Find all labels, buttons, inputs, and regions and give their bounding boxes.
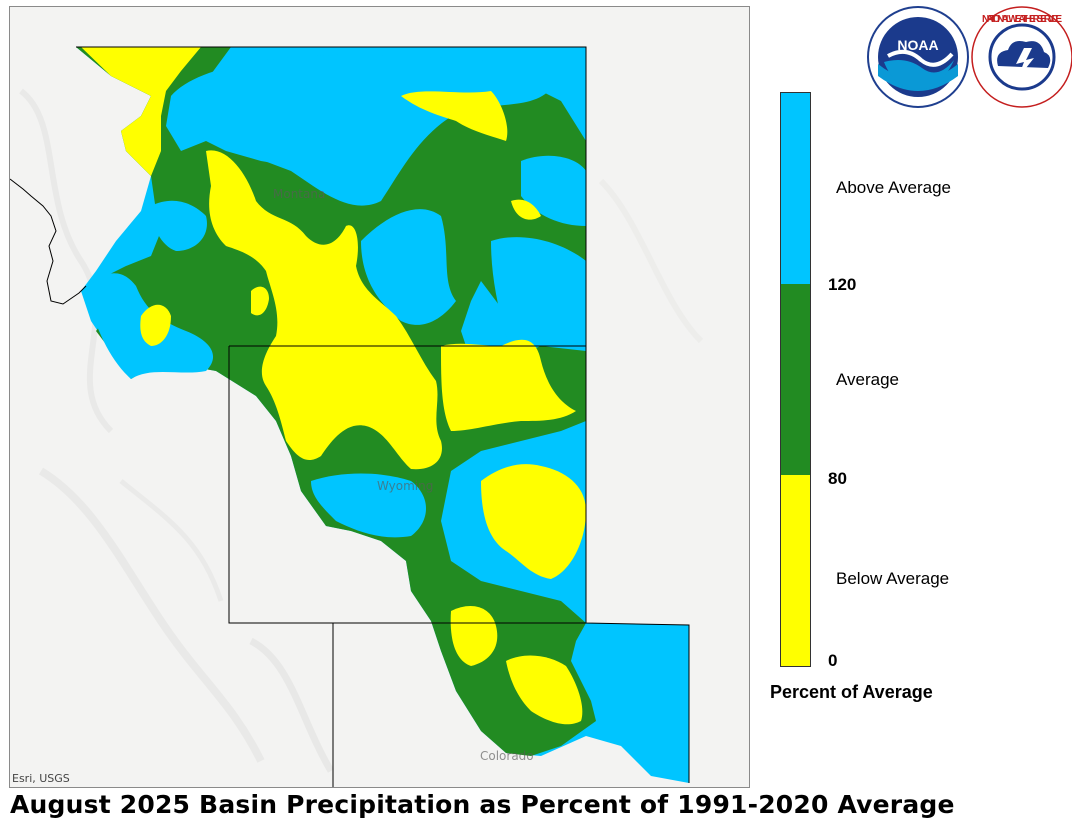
legend-tick-80: 80: [828, 469, 847, 488]
hillshade-texture: [19, 88, 704, 773]
above-average-patch: [361, 209, 456, 325]
state-label-montana: Montana: [273, 187, 326, 201]
nws-logo-text: NATIONAL WEATHER SERVICE: [982, 14, 1062, 25]
above-average-patch: [491, 237, 586, 341]
map-attribution: Esri, USGS: [12, 772, 70, 785]
below-average-region: [81, 47, 201, 176]
map-title: August 2025 Basin Precipitation as Perce…: [10, 790, 955, 819]
below-average-region: [450, 606, 498, 666]
above-average-patch: [521, 155, 586, 226]
legend-label-below: Below Average: [836, 569, 950, 588]
below-average-region: [140, 304, 171, 346]
agency-logos: NOAA NATIONAL WEATHER SERVICE: [866, 6, 1073, 110]
basin-map: [10, 46, 704, 787]
legend-tick-0: 0: [828, 651, 838, 670]
noaa-logo: NOAA: [867, 6, 969, 108]
state-label-colorado: Colorado: [480, 749, 534, 763]
legend-swatch-below: [781, 475, 810, 666]
below-average-region: [401, 91, 508, 141]
legend-color-bar: [780, 92, 811, 667]
legend-swatch-average: [781, 284, 810, 475]
logo-graphics: NOAA NATIONAL WEATHER SERVICE: [867, 6, 1073, 108]
legend-title: Percent of Average: [770, 682, 933, 702]
above-average-patch: [311, 473, 426, 538]
below-average-region: [481, 464, 586, 579]
below-average-region: [511, 199, 541, 220]
map-panel: Montana Wyoming Colorado Esri, USGS: [9, 6, 750, 788]
state-boundaries: [10, 46, 690, 787]
legend-label-above: Above Average: [836, 178, 951, 197]
legend-tick-120: 120: [828, 275, 857, 294]
nws-logo: NATIONAL WEATHER SERVICE: [971, 6, 1073, 108]
below-average-region: [206, 150, 442, 470]
state-label-wyoming: Wyoming: [377, 479, 434, 493]
below-average-region: [251, 286, 269, 316]
below-average-region: [506, 655, 583, 725]
legend-swatch-above: [781, 93, 810, 284]
below-average-region: [441, 339, 576, 431]
above-average-patch: [151, 200, 207, 251]
noaa-logo-text: NOAA: [897, 37, 938, 53]
legend-label-average: Average: [836, 370, 900, 389]
